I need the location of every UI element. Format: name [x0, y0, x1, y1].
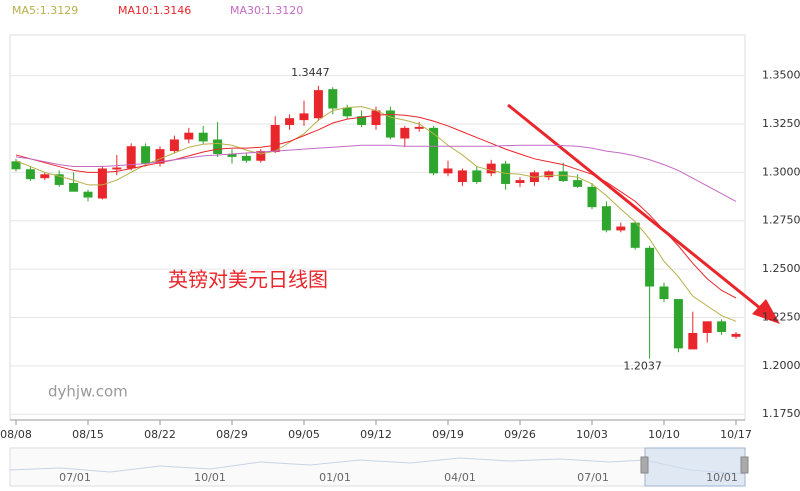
candle-body — [155, 149, 165, 164]
low-annotation: 1.2037 — [623, 360, 662, 373]
high-annotation: 1.3447 — [291, 66, 330, 79]
candle-body — [616, 226, 626, 231]
candle-body — [515, 180, 525, 184]
x-tick-label: 08/15 — [72, 428, 104, 441]
trend-arrow — [507, 103, 780, 324]
legend-entry: MA10:1.3146 — [118, 4, 191, 17]
candle-body — [54, 174, 64, 185]
candle-body — [357, 116, 367, 125]
candle-body — [11, 161, 21, 170]
candle-body — [558, 171, 568, 182]
ma-line — [15, 144, 737, 202]
candle-body — [414, 126, 424, 129]
x-tick-label: 09/19 — [432, 428, 464, 441]
candle-body — [227, 153, 237, 157]
navigator — [9, 447, 749, 487]
x-tick-label: 10/17 — [720, 428, 752, 441]
candle-body — [659, 286, 669, 300]
y-tick-label: 1.3250 — [762, 117, 800, 130]
candle-body — [241, 155, 251, 161]
navigator-label: 07/01 — [577, 471, 609, 484]
candle-body — [141, 146, 151, 164]
candle-body — [645, 247, 655, 287]
candle-body — [299, 113, 309, 121]
candle-body — [213, 139, 223, 154]
x-tick-label: 08/29 — [216, 428, 248, 441]
ma-line — [15, 106, 737, 322]
candle-body — [198, 132, 208, 142]
candle-body — [630, 222, 640, 248]
candle-body — [285, 118, 295, 125]
ma-line — [15, 113, 737, 299]
candle-body — [573, 180, 583, 187]
candle-body — [731, 333, 741, 337]
y-tick-label: 1.2750 — [762, 214, 800, 227]
candle-body — [256, 151, 266, 161]
candle-body — [717, 321, 727, 332]
legend-entry: MA30:1.3120 — [230, 4, 303, 17]
candle-body — [400, 127, 410, 139]
candle-body — [443, 168, 453, 174]
candle-body — [328, 89, 338, 109]
x-tick-label: 09/26 — [504, 428, 536, 441]
candle-body — [472, 170, 482, 183]
x-tick-label: 10/03 — [576, 428, 608, 441]
x-tick-label: 09/05 — [288, 428, 320, 441]
candle-body — [702, 321, 712, 333]
candle-body — [40, 174, 50, 179]
candle-body — [429, 127, 439, 174]
candle-body — [126, 146, 136, 169]
watermark: dyhjw.com — [48, 383, 128, 401]
navigator-label: 10/01 — [706, 471, 738, 484]
candle-body — [673, 299, 683, 349]
x-tick-label: 10/10 — [648, 428, 680, 441]
candle-body — [544, 171, 554, 178]
x-tick-label: 09/12 — [360, 428, 392, 441]
navigator-label: 01/01 — [319, 471, 351, 484]
candle-body — [486, 163, 496, 174]
candle-body — [313, 90, 323, 119]
x-tick-label: 08/22 — [144, 428, 176, 441]
candle-body — [184, 132, 194, 140]
candle-body — [457, 170, 467, 183]
candle-body — [25, 169, 35, 180]
navigator-label: 10/01 — [194, 471, 226, 484]
candle-body — [342, 107, 352, 117]
candle-body — [97, 168, 107, 199]
candle-body — [169, 139, 179, 152]
candle-body — [270, 124, 280, 153]
x-tick-label: 08/08 — [0, 428, 32, 441]
candle-body — [112, 167, 122, 170]
y-tick-label: 1.3000 — [762, 165, 800, 178]
candle-body — [371, 110, 381, 125]
candle-body — [69, 183, 79, 192]
y-tick-label: 1.2500 — [762, 262, 800, 275]
candle-body — [83, 191, 93, 198]
chart-title: 英镑对美元日线图 — [168, 268, 328, 292]
candle-body — [688, 332, 698, 350]
y-tick-label: 1.1750 — [762, 407, 800, 420]
candle-body — [601, 206, 611, 231]
y-tick-label: 1.2000 — [762, 359, 800, 372]
y-tick-label: 1.3500 — [762, 69, 800, 82]
candle-body — [587, 186, 597, 208]
candle-body — [385, 110, 395, 138]
navigator-label: 07/01 — [59, 471, 91, 484]
y-tick-label: 1.2250 — [762, 310, 800, 323]
navigator-label: 04/01 — [444, 471, 476, 484]
legend-entry: MA5:1.3129 — [12, 4, 78, 17]
